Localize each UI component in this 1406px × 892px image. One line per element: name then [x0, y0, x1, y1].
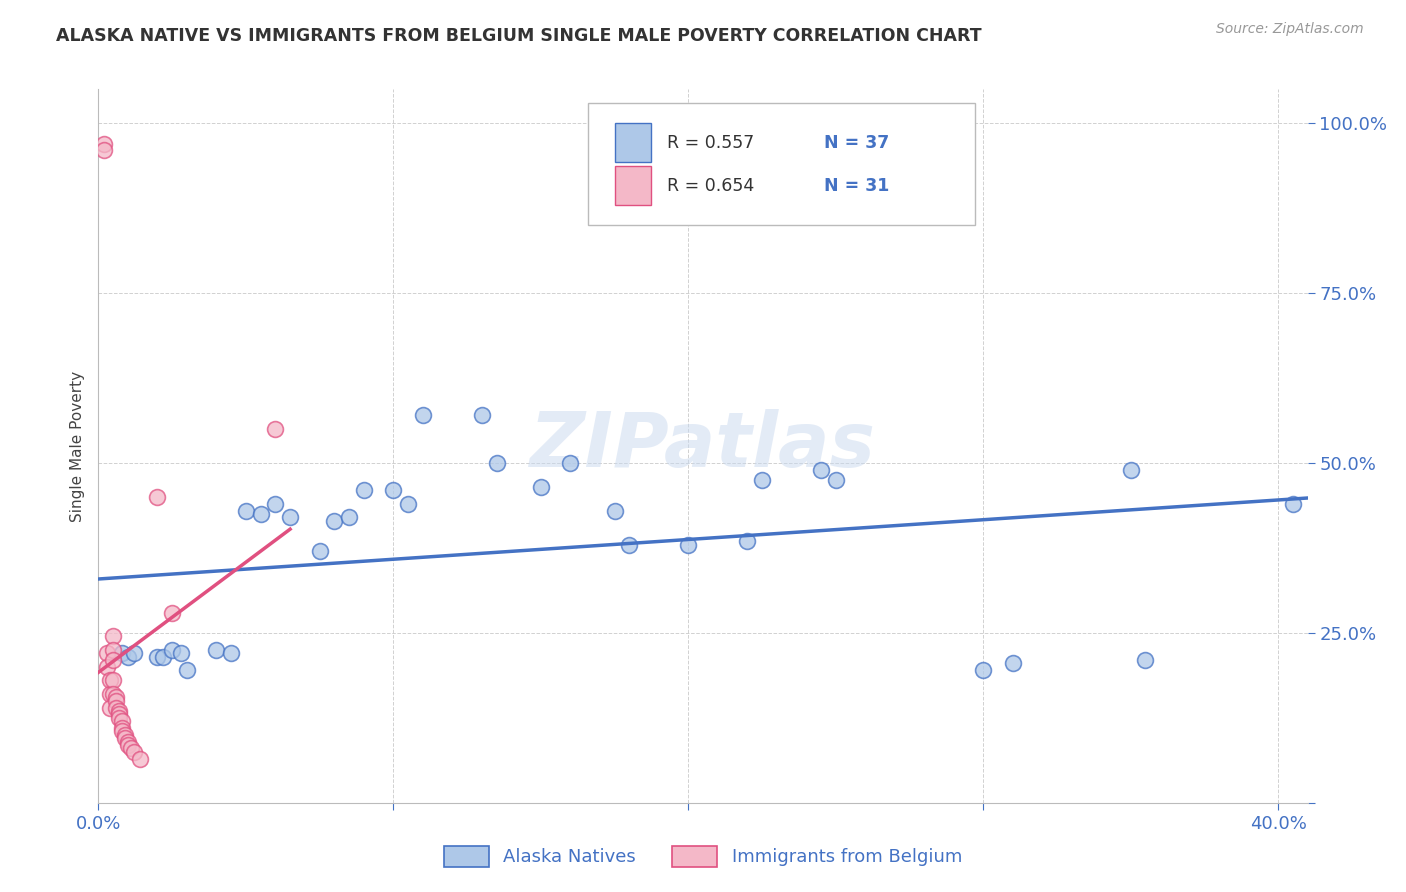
Point	[323, 514, 346, 528]
Point	[96, 646, 118, 660]
Point	[120, 741, 142, 756]
Point	[972, 663, 994, 677]
Point	[337, 510, 360, 524]
Point	[824, 473, 846, 487]
Point	[111, 724, 134, 739]
Point	[235, 503, 257, 517]
FancyBboxPatch shape	[614, 123, 651, 162]
Point	[1282, 497, 1305, 511]
Point	[101, 643, 124, 657]
Point	[146, 490, 169, 504]
Point	[93, 136, 115, 151]
Point	[105, 694, 128, 708]
Point	[278, 510, 301, 524]
Point	[152, 649, 174, 664]
Point	[101, 673, 124, 688]
Point	[396, 497, 419, 511]
Point	[530, 480, 553, 494]
Point	[735, 534, 758, 549]
Legend: Alaska Natives, Immigrants from Belgium: Alaska Natives, Immigrants from Belgium	[437, 838, 969, 874]
Y-axis label: Single Male Poverty: Single Male Poverty	[69, 370, 84, 522]
Point	[108, 707, 131, 722]
Point	[114, 728, 136, 742]
Point	[105, 700, 128, 714]
Point	[98, 673, 121, 688]
Point	[412, 409, 434, 423]
Point	[382, 483, 405, 498]
Point	[1135, 653, 1157, 667]
Point	[117, 734, 139, 748]
Point	[146, 649, 169, 664]
Point	[264, 422, 287, 436]
FancyBboxPatch shape	[614, 166, 651, 205]
Point	[122, 646, 145, 660]
Point	[1119, 463, 1142, 477]
Point	[249, 507, 271, 521]
Point	[308, 544, 330, 558]
Point	[170, 646, 193, 660]
Point	[101, 629, 124, 643]
Text: N = 31: N = 31	[824, 177, 889, 194]
Text: Source: ZipAtlas.com: Source: ZipAtlas.com	[1216, 22, 1364, 37]
Point	[101, 687, 124, 701]
Point	[810, 463, 832, 477]
Point	[471, 409, 494, 423]
Point	[603, 503, 626, 517]
Point	[114, 731, 136, 746]
Point	[176, 663, 198, 677]
Point	[560, 456, 582, 470]
Point	[98, 700, 121, 714]
Point	[117, 649, 139, 664]
Point	[105, 690, 128, 705]
Point	[128, 751, 150, 765]
Point	[122, 745, 145, 759]
Point	[117, 738, 139, 752]
Point	[98, 687, 121, 701]
Text: N = 37: N = 37	[824, 134, 889, 152]
Point	[96, 660, 118, 674]
Point	[751, 473, 773, 487]
FancyBboxPatch shape	[588, 103, 976, 225]
Point	[111, 646, 134, 660]
Point	[160, 643, 183, 657]
Point	[205, 643, 228, 657]
Point	[108, 704, 131, 718]
Point	[219, 646, 242, 660]
Point	[160, 606, 183, 620]
Text: R = 0.654: R = 0.654	[666, 177, 754, 194]
Point	[93, 144, 115, 158]
Point	[111, 721, 134, 735]
Text: ZIPatlas: ZIPatlas	[530, 409, 876, 483]
Point	[264, 497, 287, 511]
Point	[111, 714, 134, 729]
Text: ALASKA NATIVE VS IMMIGRANTS FROM BELGIUM SINGLE MALE POVERTY CORRELATION CHART: ALASKA NATIVE VS IMMIGRANTS FROM BELGIUM…	[56, 27, 981, 45]
Point	[108, 711, 131, 725]
Point	[678, 537, 700, 551]
Point	[1001, 657, 1024, 671]
Point	[353, 483, 375, 498]
Point	[485, 456, 508, 470]
Point	[619, 537, 641, 551]
Text: R = 0.557: R = 0.557	[666, 134, 754, 152]
Point	[101, 653, 124, 667]
